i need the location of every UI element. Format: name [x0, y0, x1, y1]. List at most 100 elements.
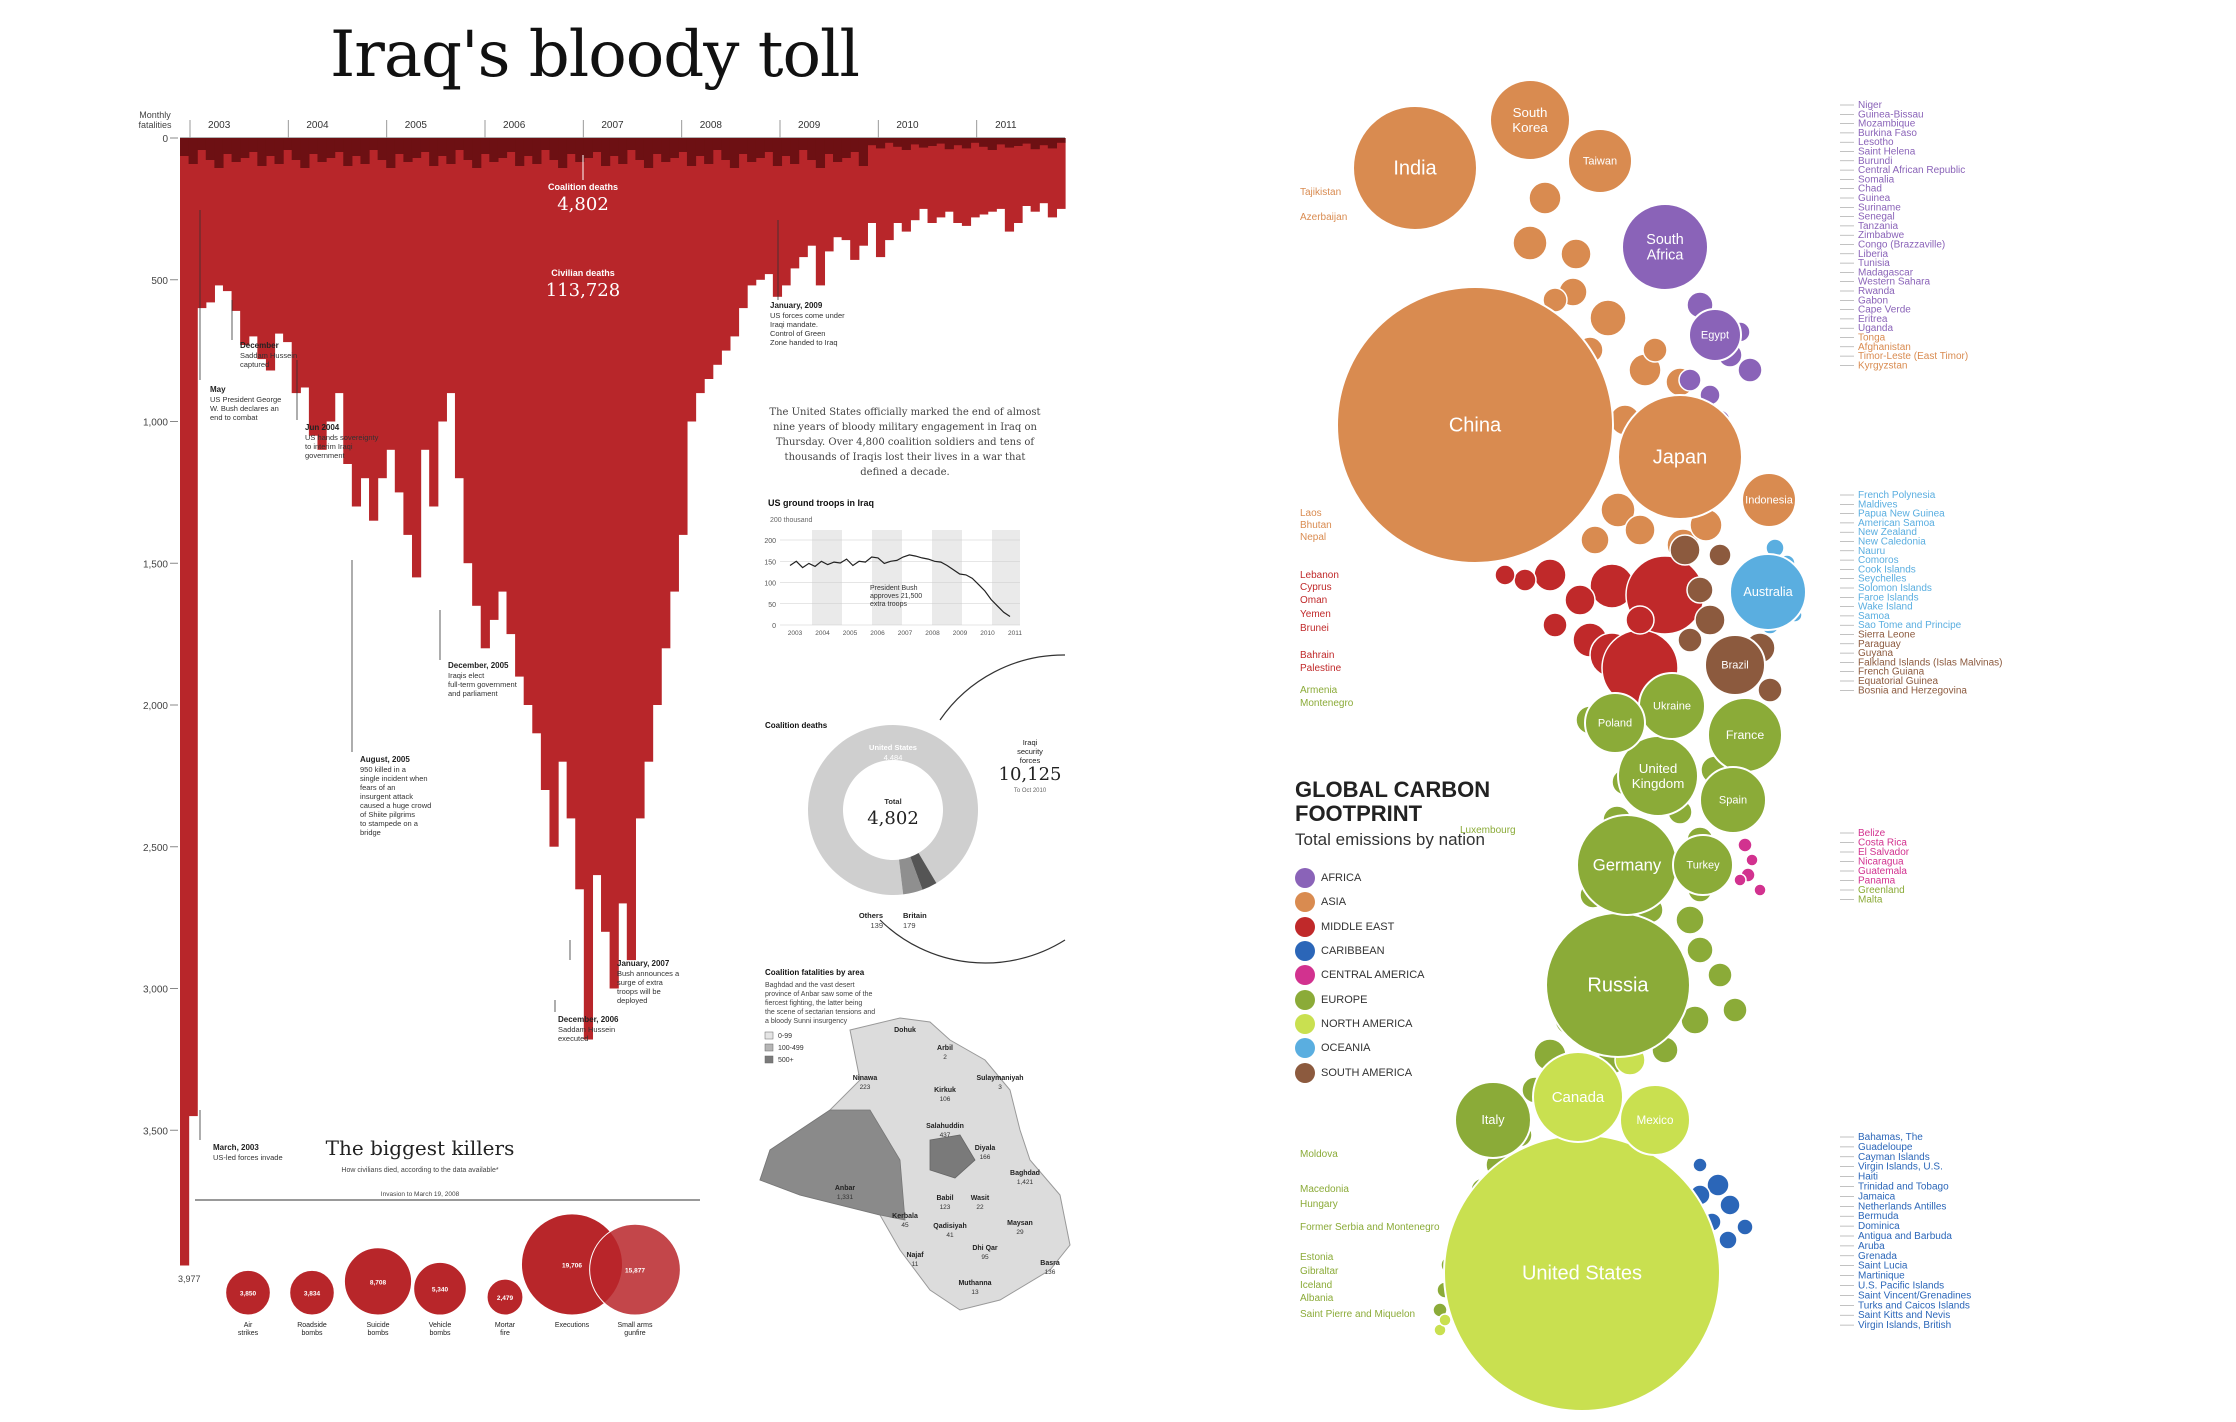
annotation-text: US hands sovereignty to interim Iraqi gove… — [305, 433, 379, 460]
map-region-name: Sulaymaniyah — [976, 1075, 1023, 1082]
coalition-bar — [815, 138, 826, 168]
map-legend-swatch — [764, 1055, 774, 1064]
civilian-bar — [875, 138, 886, 258]
y-tick-label: 3,500 — [143, 1126, 168, 1137]
donut-center — [848, 765, 938, 855]
coalition-bar — [558, 138, 568, 168]
carbon-bubble-small — [1625, 605, 1655, 635]
annotation-title: March, 2003 — [213, 1143, 259, 1152]
civilian-bar — [540, 138, 551, 790]
map-region-name: Najaf — [906, 1252, 924, 1259]
coalition-bar — [936, 138, 946, 144]
country-label: Nauru — [1858, 546, 1885, 557]
annotation-text: 950 killed in a single incident when fears… — [360, 765, 431, 837]
legend-item: ASIA — [1295, 890, 1425, 914]
civilian-bar — [798, 138, 808, 258]
country-label: Lesotho — [1858, 137, 1894, 148]
map-region-value: 223 — [860, 1084, 871, 1091]
civilian-bar — [532, 138, 542, 734]
country-label: Guinea — [1858, 193, 1891, 204]
country-label: Tonga — [1858, 333, 1886, 344]
legend-item: CARIBBEAN — [1295, 939, 1425, 963]
carbon-bubble-label: Italy — [1481, 1113, 1505, 1127]
carbon-bubble-label: United States — [1522, 1263, 1642, 1285]
civilian-label: Civilian deaths — [551, 268, 615, 278]
carbon-bubble-turkey — [1672, 834, 1734, 896]
coalition-bar — [790, 138, 800, 164]
coalition-bar — [188, 138, 198, 164]
carbon-bubble-small — [1753, 883, 1767, 897]
civilian-bar — [721, 138, 731, 351]
civilian-bar — [1047, 138, 1058, 218]
map-region-value: 1,421 — [1017, 1179, 1034, 1186]
map-region-name: Dhi Qar — [972, 1245, 998, 1252]
troops-year: 2009 — [953, 630, 968, 637]
carbon-bubble-small — [1669, 534, 1701, 566]
annotation-title: January, 2007 — [617, 959, 670, 968]
iraq-infographic: Iraq's bloody toll Monthly fatalities 2003… — [0, 0, 1090, 1422]
carbon-bubble-small — [1737, 357, 1763, 383]
country-label: Kyrgyzstan — [1858, 360, 1907, 371]
civilian-bar — [214, 138, 224, 286]
coalition-bar — [970, 138, 980, 143]
civilian-bar — [549, 138, 559, 847]
legend-swatch — [1295, 1062, 1315, 1083]
legend-item: NORTH AMERICA — [1295, 1012, 1425, 1036]
coalition-bar — [1004, 138, 1015, 148]
country-label-left: Montenegro — [1300, 698, 1354, 709]
killer-label: Mortar fire — [495, 1322, 516, 1337]
killer-bubble — [486, 1278, 524, 1316]
troops-ytick: 0 — [772, 623, 776, 630]
country-label: Paraguay — [1858, 639, 1901, 650]
civilian-bar — [231, 138, 241, 311]
carbon-bubble-small — [1692, 1157, 1708, 1173]
legend-label: CENTRAL AMERICA — [1321, 969, 1425, 982]
country-label: Cook Islands — [1858, 564, 1916, 575]
civilian-bar — [188, 138, 198, 1117]
country-label: Zimbabwe — [1858, 230, 1905, 241]
coalition-bar — [549, 138, 559, 160]
donut-others-value: 139 — [870, 921, 883, 930]
map-region-name: Kerbala — [892, 1213, 918, 1220]
civilian-bar — [1056, 138, 1066, 209]
carbon-bubble-label: Korea — [1512, 120, 1548, 135]
carbon-bubble-small — [1589, 299, 1627, 337]
legend-item: AFRICA — [1295, 866, 1425, 890]
coalition-bar — [515, 138, 525, 166]
coalition-bar — [875, 138, 886, 149]
intro-text: The United States officially marked the … — [769, 407, 1040, 478]
civilian-bar — [643, 138, 654, 762]
civilian-bar — [489, 138, 499, 620]
carbon-bubble-label: India — [1393, 158, 1437, 180]
map-region-value: 166 — [980, 1154, 991, 1161]
coalition-bar — [695, 138, 705, 156]
country-label: Chad — [1858, 184, 1882, 195]
carbon-bubble-small — [1533, 558, 1567, 592]
carbon-bubble-label: Spain — [1719, 795, 1747, 807]
carbon-bubble-label: Taiwan — [1583, 156, 1617, 168]
annotation-text: Bush announces a surge of extra troops wil… — [617, 969, 680, 1005]
killer-label: Executions — [555, 1322, 590, 1329]
map-region-value: 41 — [946, 1232, 954, 1239]
coalition-bar — [841, 138, 851, 158]
carbon-bubble-small — [1675, 905, 1705, 935]
civilian-bar — [1004, 138, 1015, 232]
country-label: Faroe Islands — [1858, 592, 1919, 603]
annotation-title: Jun 2004 — [305, 423, 340, 432]
country-label: Malta — [1858, 895, 1883, 906]
map-region-name: Babil — [936, 1195, 953, 1202]
carbon-bubble-small — [1686, 936, 1714, 964]
civilian-bar — [884, 138, 894, 241]
country-label: Greenland — [1858, 885, 1905, 896]
country-label: Tunisia — [1858, 258, 1890, 269]
killer-bubble — [413, 1261, 467, 1316]
civilian-bar — [695, 138, 705, 394]
civilian-bar — [747, 138, 757, 286]
coalition-bar — [308, 138, 319, 154]
killer-value: 8,708 — [370, 1279, 387, 1286]
coalition-bar — [446, 138, 456, 164]
carbon-bubble-small — [1733, 873, 1747, 887]
coalition-bar — [454, 138, 465, 150]
